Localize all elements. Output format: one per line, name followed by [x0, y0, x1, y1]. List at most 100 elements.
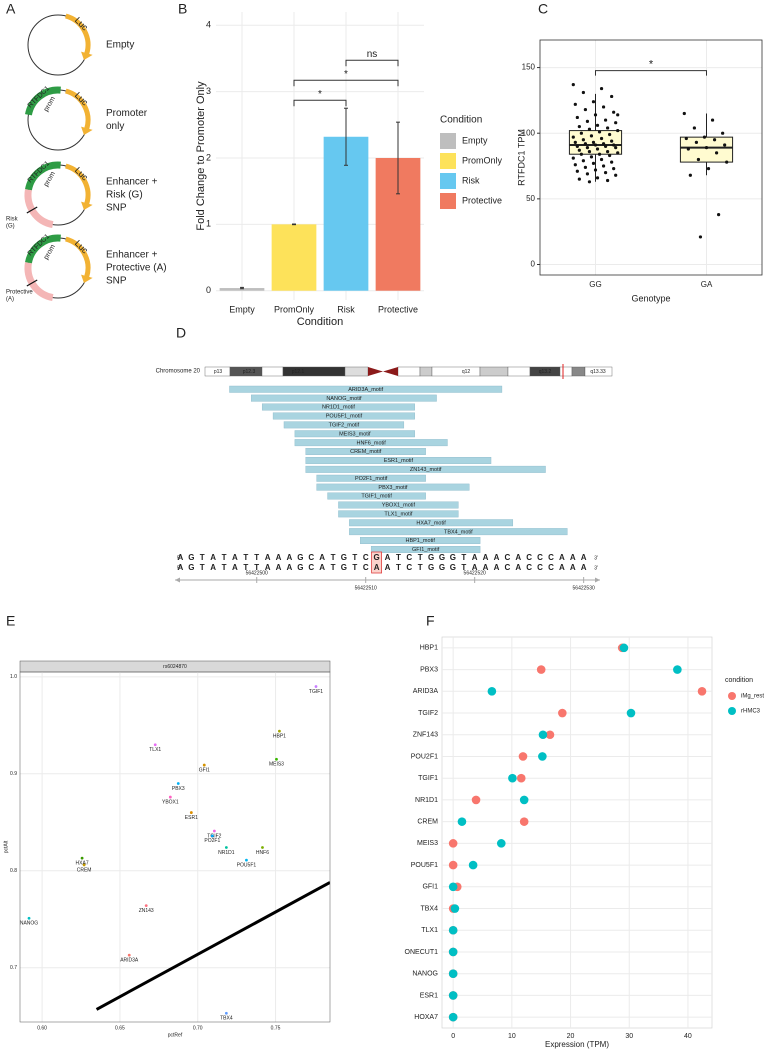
base: C	[537, 563, 543, 572]
base: A	[515, 553, 521, 562]
luc-arrow	[81, 51, 93, 60]
data-point	[278, 729, 281, 733]
data-point	[153, 743, 157, 747]
y-tick-label: 1	[206, 219, 211, 229]
base: A	[319, 563, 325, 572]
motif-bar	[349, 528, 568, 536]
data-point	[684, 136, 688, 141]
x-tick-label: PromOnly	[274, 304, 315, 314]
data-point	[723, 143, 727, 147]
x-axis-label: Condition	[297, 316, 343, 328]
motif-bar	[283, 421, 405, 429]
y-tick-label: TGIF1	[418, 775, 438, 782]
motif-label: GFI1_motif	[412, 547, 440, 553]
motif-label: HXA7_motif	[416, 520, 446, 526]
ideogram-band	[559, 366, 573, 377]
base: C	[308, 553, 314, 562]
data-point	[571, 83, 575, 87]
point-label: NANOG	[20, 921, 38, 927]
data-point	[601, 164, 606, 168]
base: A	[472, 563, 478, 572]
data-point	[614, 146, 618, 150]
bar	[219, 288, 265, 291]
base: G	[439, 553, 445, 562]
data-point	[176, 782, 180, 785]
data-point	[571, 135, 575, 139]
legend-swatch	[440, 133, 456, 149]
data-point	[603, 170, 608, 175]
motif-label: HBP1_motif	[406, 538, 436, 544]
base: G	[428, 553, 434, 562]
motif-bar	[294, 430, 415, 438]
snp-mark	[26, 206, 38, 214]
x-tick-label: 0	[451, 1033, 455, 1040]
motif-label: TGIF2_motif	[329, 422, 360, 428]
data-point	[610, 160, 614, 164]
data-point	[448, 991, 458, 1000]
base: C	[526, 553, 532, 562]
base: T	[418, 553, 423, 562]
motif-label: NANOG_motif	[326, 396, 362, 402]
luc-arc	[64, 13, 91, 56]
base: A	[559, 563, 565, 572]
data-point	[202, 763, 206, 767]
legend-label: Empty	[462, 135, 488, 145]
data-point	[589, 134, 594, 138]
base: A	[385, 563, 391, 572]
base: T	[254, 553, 259, 562]
base: A	[374, 563, 380, 572]
five-prime: 5'	[177, 555, 181, 561]
base: C	[363, 563, 369, 572]
base: T	[243, 563, 248, 572]
y-tick-label: NR1D1	[415, 797, 438, 804]
motif-bar	[272, 412, 415, 420]
data-point	[591, 140, 596, 145]
snp-label: (G)	[6, 224, 15, 230]
data-point	[448, 882, 458, 892]
box	[568, 130, 623, 155]
band-label: q13.33	[590, 369, 606, 375]
legend-label: rHMC3	[741, 709, 761, 715]
data-point	[577, 125, 581, 129]
prom-label: prom	[43, 243, 57, 260]
data-point	[144, 904, 148, 908]
y-tick-label: 1.0	[10, 674, 17, 680]
base: A	[178, 553, 184, 562]
base: T	[418, 563, 423, 572]
base: C	[526, 563, 532, 572]
point-label: PO2F1	[204, 838, 220, 844]
data-point	[589, 155, 594, 159]
data-point	[725, 160, 729, 164]
panel-label: F	[426, 613, 435, 629]
base: T	[331, 563, 336, 572]
base: A	[581, 553, 587, 562]
base: A	[515, 563, 521, 572]
y-tick-label: ARID3A	[413, 688, 439, 695]
point-label: POU5F1	[237, 862, 257, 868]
base: G	[341, 553, 347, 562]
data-point	[573, 140, 577, 145]
motif-bar	[327, 492, 426, 500]
data-point	[585, 146, 590, 150]
construct-label: SNP	[106, 276, 127, 287]
y-tick-label: ZNF143	[413, 732, 438, 739]
data-point	[714, 151, 719, 155]
data-point	[573, 163, 577, 167]
base: A	[570, 553, 576, 562]
motif-label: HNF6_motif	[356, 440, 386, 446]
point-label: TGIF2	[207, 833, 221, 839]
panel-label: C	[538, 1, 548, 17]
x-axis-label: Expression (TPM)	[545, 1040, 609, 1049]
centromere	[383, 367, 398, 376]
x-tick-label: 56422510	[355, 585, 377, 591]
box	[679, 136, 734, 163]
base: A	[287, 563, 293, 572]
data-point	[591, 100, 596, 104]
construct-label: Empty	[106, 40, 134, 51]
x-tick-label: 30	[625, 1033, 633, 1040]
data-point	[224, 1011, 228, 1015]
data-point	[595, 147, 600, 151]
base: G	[428, 563, 434, 572]
data-point	[583, 165, 588, 169]
